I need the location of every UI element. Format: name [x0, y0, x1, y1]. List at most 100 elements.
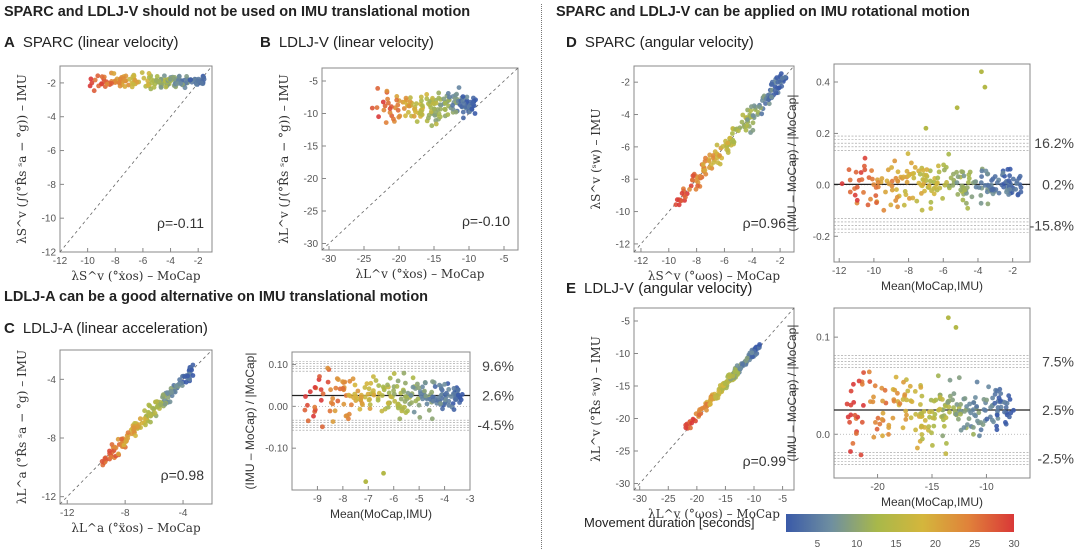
y-tick-label: -15	[616, 382, 631, 393]
x-tick-label: -20	[690, 494, 705, 505]
data-point	[774, 75, 780, 81]
data-point	[946, 183, 952, 189]
data-point	[931, 423, 937, 429]
x-tick-label: -4	[974, 266, 983, 277]
data-point	[892, 387, 898, 393]
data-point	[381, 107, 387, 113]
data-point	[750, 120, 756, 126]
y-tick-label: -12	[42, 248, 57, 259]
y-tick-label: -10	[42, 214, 57, 225]
colorbar-tick-label: 25	[969, 539, 981, 550]
data-point	[461, 115, 466, 121]
data-point	[954, 402, 960, 407]
data-point	[1015, 191, 1021, 197]
data-point	[161, 392, 166, 397]
data-point	[366, 397, 372, 403]
data-point	[185, 373, 191, 379]
data-point	[360, 402, 365, 408]
data-point	[730, 137, 736, 143]
x-tick-label: -15	[925, 482, 940, 493]
chart-e: -30 -25 -20 -15 -10 -5 -30 -25 -20 -15 -10 -5 ρ=0.99…	[588, 307, 795, 521]
data-point	[716, 389, 722, 394]
data-point	[362, 385, 368, 390]
data-point	[358, 394, 364, 400]
data-point	[926, 183, 932, 189]
x-tick-label: -10	[462, 254, 477, 265]
data-point	[154, 74, 160, 79]
data-point	[994, 427, 1000, 433]
data-point	[714, 142, 720, 148]
data-point	[947, 409, 952, 415]
data-point	[375, 397, 381, 403]
data-point	[940, 433, 946, 439]
data-point	[302, 407, 308, 413]
heading-translational: SPARC and LDLJ-V should not be used on I…	[4, 4, 471, 20]
data-point	[928, 199, 934, 205]
data-point	[176, 73, 182, 79]
data-point	[1005, 167, 1011, 172]
data-point	[994, 180, 1000, 186]
data-point	[355, 388, 361, 394]
data-point	[858, 452, 864, 458]
data-point	[367, 402, 373, 408]
data-point	[1008, 410, 1014, 416]
data-point	[862, 163, 867, 169]
data-point	[978, 180, 984, 186]
data-point	[750, 354, 755, 359]
data-point	[430, 95, 435, 101]
data-point	[879, 417, 885, 422]
data-point	[391, 116, 396, 122]
data-point	[347, 378, 353, 384]
data-point	[123, 439, 129, 444]
x-tick-label: -10	[80, 256, 95, 267]
data-point	[960, 197, 966, 203]
data-point	[426, 407, 432, 413]
data-point	[895, 169, 901, 175]
data-point	[126, 82, 131, 88]
data-point	[883, 189, 888, 195]
plot-frame	[633, 307, 795, 491]
data-point	[384, 88, 390, 94]
data-point	[769, 94, 774, 100]
data-point	[879, 176, 885, 181]
x-tick-label: -10	[979, 482, 994, 493]
data-point	[418, 391, 423, 396]
data-point	[148, 419, 153, 425]
data-point	[414, 101, 419, 106]
data-point	[395, 405, 401, 411]
data-point	[385, 404, 391, 410]
data-point	[988, 414, 993, 420]
data-point	[446, 398, 452, 404]
data-point	[968, 410, 974, 416]
data-point	[430, 394, 436, 400]
data-point	[848, 388, 854, 394]
data-point	[955, 174, 961, 180]
data-point	[458, 397, 464, 403]
data-point	[697, 407, 702, 413]
data-point	[854, 197, 860, 203]
data-point	[914, 198, 920, 204]
data-point	[335, 398, 341, 404]
data-point	[950, 397, 955, 403]
data-point	[438, 386, 444, 392]
y-tick-label: -25	[616, 447, 631, 458]
data-point	[904, 179, 910, 185]
x-axis-label: λL^v (°ωos) – MoCap	[648, 507, 780, 521]
data-point	[133, 433, 138, 439]
x-tick-label: -8	[904, 266, 913, 277]
data-point	[1004, 400, 1010, 406]
data-point	[446, 387, 452, 392]
data-point	[710, 153, 716, 158]
data-point	[371, 392, 377, 398]
data-point	[461, 101, 467, 107]
y-tick-label: 0.00	[269, 402, 289, 413]
data-point	[990, 176, 996, 182]
data-point	[433, 118, 439, 123]
data-point	[958, 411, 963, 417]
data-point	[420, 384, 425, 390]
plot-frame	[833, 63, 1031, 263]
data-point	[376, 383, 382, 388]
data-point	[983, 408, 988, 413]
data-point	[854, 184, 860, 190]
